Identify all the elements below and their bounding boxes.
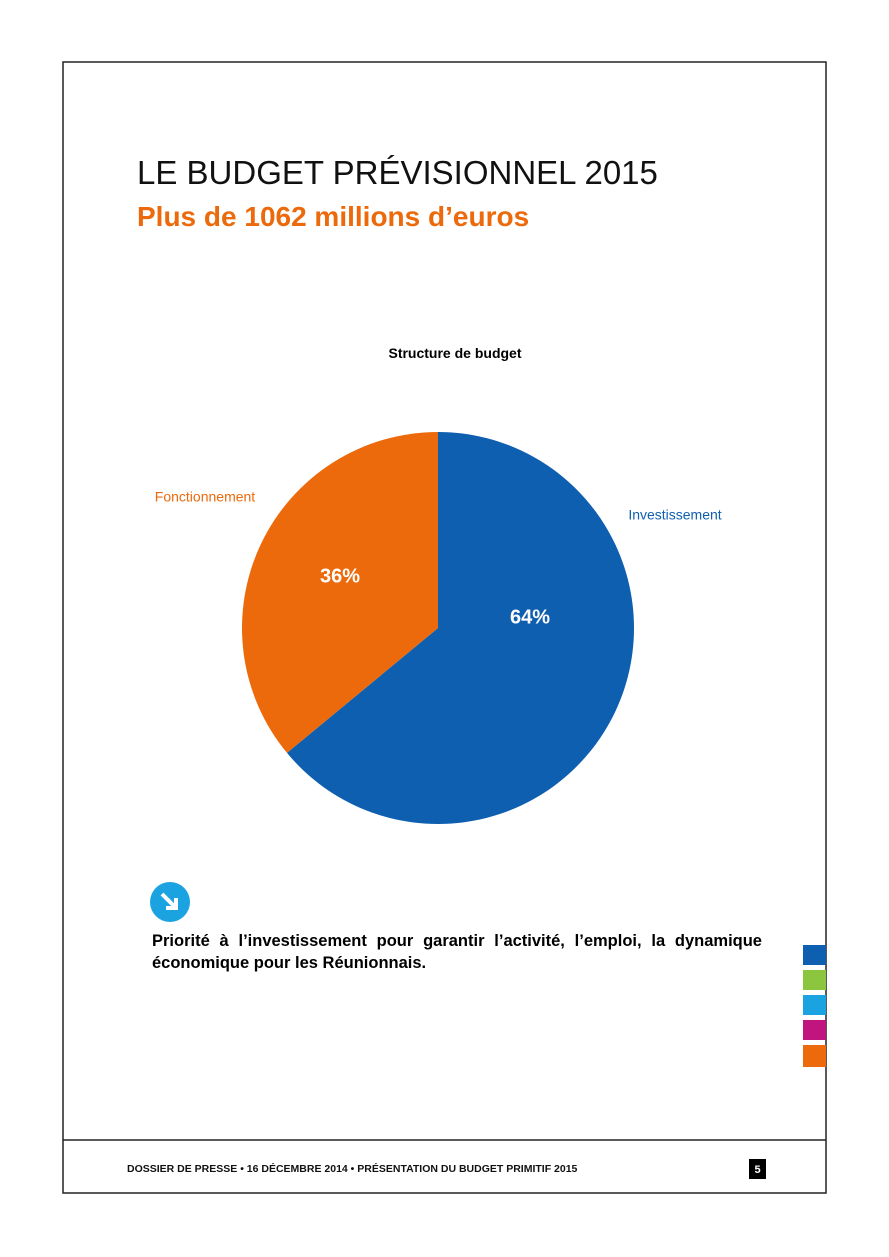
color-tab — [803, 1020, 826, 1040]
color-tab — [803, 945, 826, 965]
value-label: 64% — [510, 606, 550, 628]
pie-slice — [242, 432, 438, 753]
category-label: Investissement — [628, 507, 721, 523]
page-number: 5 — [754, 1164, 760, 1176]
page-title: LE BUDGET PRÉVISIONNEL 2015 — [137, 154, 658, 191]
page-subtitle: Plus de 1062 millions d’euros — [137, 201, 529, 232]
pie-chart: 64% Investissement 36% Fonctionnement — [155, 432, 722, 825]
color-tab — [803, 995, 826, 1015]
page-number-box — [749, 1159, 766, 1179]
color-tab — [803, 1045, 826, 1067]
bullet-arrow — [160, 892, 178, 910]
body-box: Priorité à l’investissement pour garanti… — [152, 932, 762, 972]
chart-title: Structure de budget — [388, 345, 521, 361]
value-label: 36% — [320, 565, 360, 587]
pie-slice — [286, 432, 634, 825]
footer-text: DOSSIER DE PRESSE • 16 DÉCEMBRE 2014 • P… — [127, 1162, 578, 1175]
color-tab — [803, 970, 826, 990]
page-frame — [62, 61, 827, 1194]
category-label: Fonctionnement — [155, 489, 256, 505]
body-text: Priorité à l’investissement pour garanti… — [152, 932, 762, 972]
